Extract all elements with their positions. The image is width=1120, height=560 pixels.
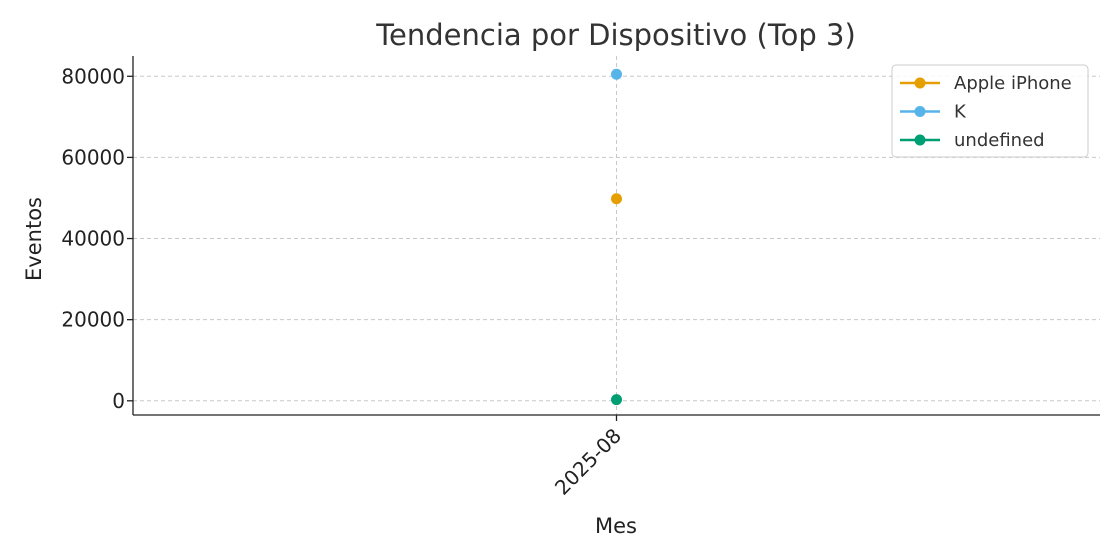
y-tick-label: 20000 <box>61 308 125 332</box>
data-point <box>611 394 622 406</box>
y-ticks: 0 20000 40000 60000 80000 <box>61 64 133 413</box>
legend-marker <box>914 134 926 146</box>
y-axis-label: Eventos <box>22 197 46 281</box>
legend-label: undefined <box>954 130 1045 151</box>
data-point <box>611 193 622 205</box>
chart-title: Tendencia por Dispositivo (Top 3) <box>375 18 856 52</box>
y-tick-label: 60000 <box>61 145 125 169</box>
y-tick-label: 80000 <box>61 64 125 88</box>
legend-label: K <box>954 102 967 123</box>
legend-label: Apple iPhone <box>954 73 1072 94</box>
legend-marker <box>914 106 926 117</box>
series <box>611 68 622 406</box>
data-point <box>611 68 622 80</box>
x-ticks: 2025-08 <box>550 415 626 500</box>
legend-marker <box>914 77 926 89</box>
x-tick-label: 2025-08 <box>550 424 626 500</box>
y-tick-label: 40000 <box>61 227 125 251</box>
y-tick-label: 0 <box>112 389 125 413</box>
legend-box <box>891 64 1089 158</box>
x-axis-label: Mes <box>595 514 637 538</box>
